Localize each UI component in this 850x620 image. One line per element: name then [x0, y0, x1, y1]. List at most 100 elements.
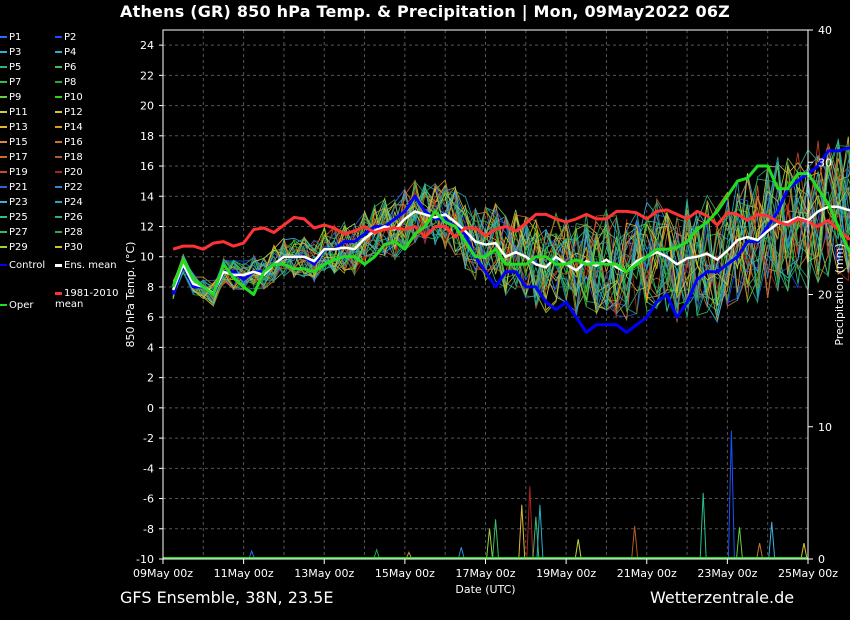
precip-spike [756, 543, 764, 560]
legend-swatch [0, 201, 7, 203]
legend-label: P3 [9, 47, 22, 58]
member-line [172, 157, 850, 314]
legend-label: P20 [64, 167, 83, 178]
precip-spike [631, 525, 639, 560]
y-tick-label: 12 [140, 220, 154, 233]
legend-label: 1981-2010 mean [55, 288, 119, 310]
legend-swatch [0, 304, 7, 306]
y-tick-label: -10 [136, 553, 154, 566]
legend-label: P15 [9, 137, 28, 148]
legend-item: P7 [0, 77, 21, 88]
legend-label: P27 [9, 227, 28, 238]
legend-swatch [55, 51, 62, 53]
x-tick-label: 11May 00z [214, 567, 274, 580]
precip-spike [574, 539, 582, 560]
y-tick-label: 22 [140, 69, 154, 82]
legend-label: P21 [9, 182, 28, 193]
y2-tick-label: 0 [818, 553, 825, 566]
precip-spike [405, 551, 413, 560]
legend-item: 1981-2010 mean [55, 288, 125, 310]
legend-swatch [55, 216, 62, 218]
legend-label: P11 [9, 107, 28, 118]
legend-swatch [55, 111, 62, 113]
legend-item: P29 [0, 242, 28, 253]
member-line [172, 176, 850, 315]
legend-item: P6 [55, 62, 76, 73]
legend-label: P22 [64, 182, 83, 193]
legend-item: P23 [0, 197, 28, 208]
series-line-1981-2010-mean [172, 208, 850, 251]
y2-axis-label: Precipitation (mm) [833, 243, 846, 345]
precip-spike [699, 492, 707, 560]
precip-spike [536, 504, 544, 560]
precip-spike [518, 504, 526, 560]
legend-label: P14 [64, 122, 83, 133]
legend-label: P4 [64, 47, 77, 58]
legend-label: P25 [9, 212, 28, 223]
y-tick-label: -6 [143, 493, 154, 506]
legend-swatch [55, 201, 62, 203]
series-line-ens-mean [171, 205, 850, 295]
legend-item: P30 [55, 242, 83, 253]
y-tick-label: 4 [147, 341, 154, 354]
series-line-oper [171, 164, 850, 296]
legend-item: P4 [55, 47, 76, 58]
legend-swatch [0, 216, 7, 218]
legend: P1 P2 P3 P4 P5 P6 P7 P8 P9 P10 P11 P12 P13 P14 P15 P16 P… [0, 32, 130, 322]
legend-item: P5 [0, 62, 21, 73]
legend-label: P28 [64, 227, 83, 238]
legend-item: P28 [55, 227, 83, 238]
legend-label: P6 [64, 62, 77, 73]
legend-label: P5 [9, 62, 22, 73]
legend-swatch [0, 156, 7, 158]
legend-label: P24 [64, 197, 83, 208]
precip-spike [457, 546, 465, 560]
legend-item: P9 [0, 92, 21, 103]
y-tick-label: 8 [147, 281, 154, 294]
legend-swatch [0, 126, 7, 128]
x-tick-label: 09May 00z [133, 567, 193, 580]
member-line [172, 168, 850, 317]
y-tick-label: 24 [140, 39, 154, 52]
legend-label: P18 [64, 152, 83, 163]
legend-swatch [55, 291, 62, 295]
legend-label: P16 [64, 137, 83, 148]
y2-tick-label: 20 [818, 289, 832, 302]
y2-tick-label: 40 [818, 24, 832, 37]
legend-item: Control [0, 260, 45, 271]
precip-spike [486, 528, 494, 560]
legend-item: Ens. mean [55, 260, 117, 271]
y-tick-label: 20 [140, 100, 154, 113]
precip-spike [800, 543, 808, 560]
legend-item: P13 [0, 122, 28, 133]
precip-spike [492, 519, 500, 560]
legend-label: P23 [9, 197, 28, 208]
y-tick-label: 18 [140, 130, 154, 143]
legend-label: P30 [64, 242, 83, 253]
legend-item: P15 [0, 137, 28, 148]
legend-item: P8 [55, 77, 76, 88]
legend-swatch [0, 66, 7, 68]
y2-tick-label: 30 [818, 156, 832, 169]
legend-swatch [0, 231, 7, 233]
x-tick-label: 23May 00z [697, 567, 757, 580]
legend-label: Control [9, 260, 46, 271]
legend-swatch [0, 186, 7, 188]
legend-item: P22 [55, 182, 83, 193]
legend-item: P18 [55, 152, 83, 163]
footer-source: Wetterzentrale.de [650, 588, 795, 607]
legend-label: P2 [64, 32, 77, 43]
legend-label: P19 [9, 167, 28, 178]
y-tick-label: -4 [143, 462, 154, 475]
legend-label: Ens. mean [64, 260, 117, 271]
legend-swatch [0, 264, 7, 266]
legend-item: P26 [55, 212, 83, 223]
legend-item: P11 [0, 107, 28, 118]
legend-label: P9 [9, 92, 22, 103]
x-tick-label: 19May 00z [536, 567, 596, 580]
x-tick-label: 17May 00z [455, 567, 515, 580]
legend-item: P14 [55, 122, 83, 133]
legend-label: P26 [64, 212, 83, 223]
legend-item: P21 [0, 182, 28, 193]
precip-spike [735, 527, 743, 560]
